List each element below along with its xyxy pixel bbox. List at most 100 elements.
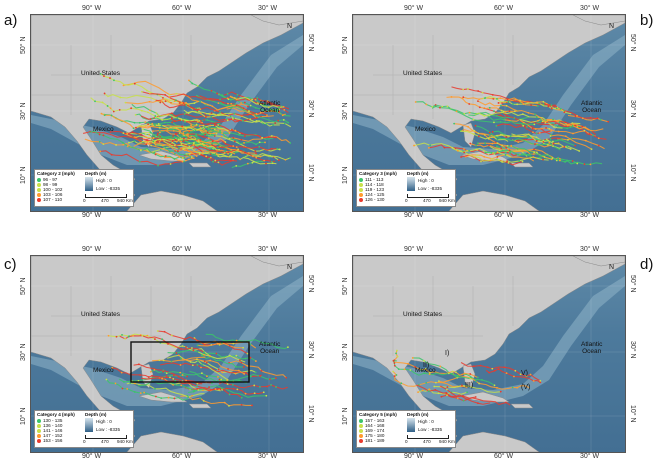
track-point <box>266 100 269 103</box>
longitude-tick: 90° W <box>82 5 102 12</box>
land-mass <box>448 431 540 452</box>
scale-label: 940 Km <box>439 439 455 444</box>
longitude-tick: 90° W <box>82 246 102 253</box>
track-point <box>566 145 569 148</box>
track-point <box>164 156 166 159</box>
label-atlantic-ocean-line: Ocean <box>582 347 602 355</box>
track-point <box>133 140 136 143</box>
track-point <box>423 359 425 362</box>
track-point <box>152 136 155 139</box>
track-point <box>511 386 514 389</box>
label-mexico: Mexico <box>93 367 114 374</box>
latitude-tick: 50° N <box>342 36 349 54</box>
track-point <box>265 110 268 113</box>
label-mexico: Mexico <box>415 367 436 374</box>
track-point <box>564 161 566 163</box>
track-point <box>120 371 123 374</box>
legend-dot <box>359 423 363 428</box>
track-point <box>505 401 507 404</box>
track-point <box>483 97 486 99</box>
track-point <box>122 143 125 146</box>
legend-range: 107 - 110 <box>43 197 63 202</box>
track-point <box>127 335 130 338</box>
track-point <box>224 142 227 145</box>
track-point <box>276 147 279 150</box>
track-point <box>235 146 238 149</box>
track-point <box>411 357 414 359</box>
track-point <box>204 152 207 154</box>
track-point <box>226 119 229 122</box>
track-point <box>501 102 503 104</box>
track-point <box>492 152 494 155</box>
track-point <box>498 149 501 152</box>
track-point <box>551 157 554 160</box>
track-point <box>254 360 257 362</box>
track-point <box>168 93 171 96</box>
track-point <box>495 114 498 117</box>
track-point <box>216 92 218 95</box>
track-point <box>417 391 419 394</box>
track-point <box>243 135 246 138</box>
track-point <box>535 140 538 143</box>
track-point <box>550 104 553 106</box>
region-annotation: V) <box>521 370 528 377</box>
track-point <box>395 374 398 376</box>
track-point <box>473 365 475 368</box>
track-point <box>200 366 202 369</box>
latitude-tick: 30° N <box>307 341 314 359</box>
track-point <box>480 160 482 163</box>
track-point <box>522 121 525 124</box>
track-point <box>199 138 202 141</box>
track-point <box>229 106 232 109</box>
track-point <box>183 137 185 140</box>
track-point <box>161 377 164 380</box>
track-point <box>265 162 267 165</box>
legend-dot <box>37 428 41 433</box>
track-point <box>223 401 226 404</box>
track-point <box>209 156 212 159</box>
legend-title: Category 5 (mph) <box>359 412 397 417</box>
track-point <box>196 385 198 388</box>
legend-dot <box>37 182 41 187</box>
track-point <box>99 150 102 153</box>
track-point <box>226 383 229 385</box>
legend-range: 136 - 140 <box>43 423 63 428</box>
map-canvas <box>31 256 303 452</box>
track-point <box>233 140 236 143</box>
depth-gradient <box>407 177 415 191</box>
track-point <box>246 113 249 116</box>
track-point <box>456 397 459 400</box>
track-point <box>165 375 168 377</box>
legend-range: 175 - 180 <box>365 433 385 438</box>
track-point <box>171 141 174 144</box>
track-point <box>185 101 187 104</box>
track-point <box>403 368 406 371</box>
track-point <box>607 120 610 123</box>
legend-item: 100 - 102 <box>37 187 62 192</box>
track-point <box>492 97 495 100</box>
track-point <box>131 131 134 134</box>
track-point <box>535 132 538 135</box>
track-point <box>238 134 241 136</box>
track-point <box>285 376 288 379</box>
track-point <box>235 165 238 167</box>
track-point <box>187 396 190 398</box>
track-point <box>130 107 133 110</box>
track-point <box>460 156 463 158</box>
track-point <box>437 380 440 383</box>
track-point <box>243 146 246 149</box>
hurricane-track <box>470 143 537 153</box>
track-point <box>289 157 292 159</box>
track-point <box>207 145 209 148</box>
track-point <box>208 113 211 116</box>
longitude-tick: 60° W <box>494 212 514 219</box>
track-point <box>255 143 258 146</box>
track-point <box>472 118 475 121</box>
track-point <box>499 104 502 107</box>
hurricane-track <box>567 114 609 123</box>
track-point <box>221 132 223 135</box>
track-point <box>218 343 221 346</box>
track-point <box>138 160 141 163</box>
track-point <box>396 349 398 352</box>
track-point <box>146 334 149 337</box>
